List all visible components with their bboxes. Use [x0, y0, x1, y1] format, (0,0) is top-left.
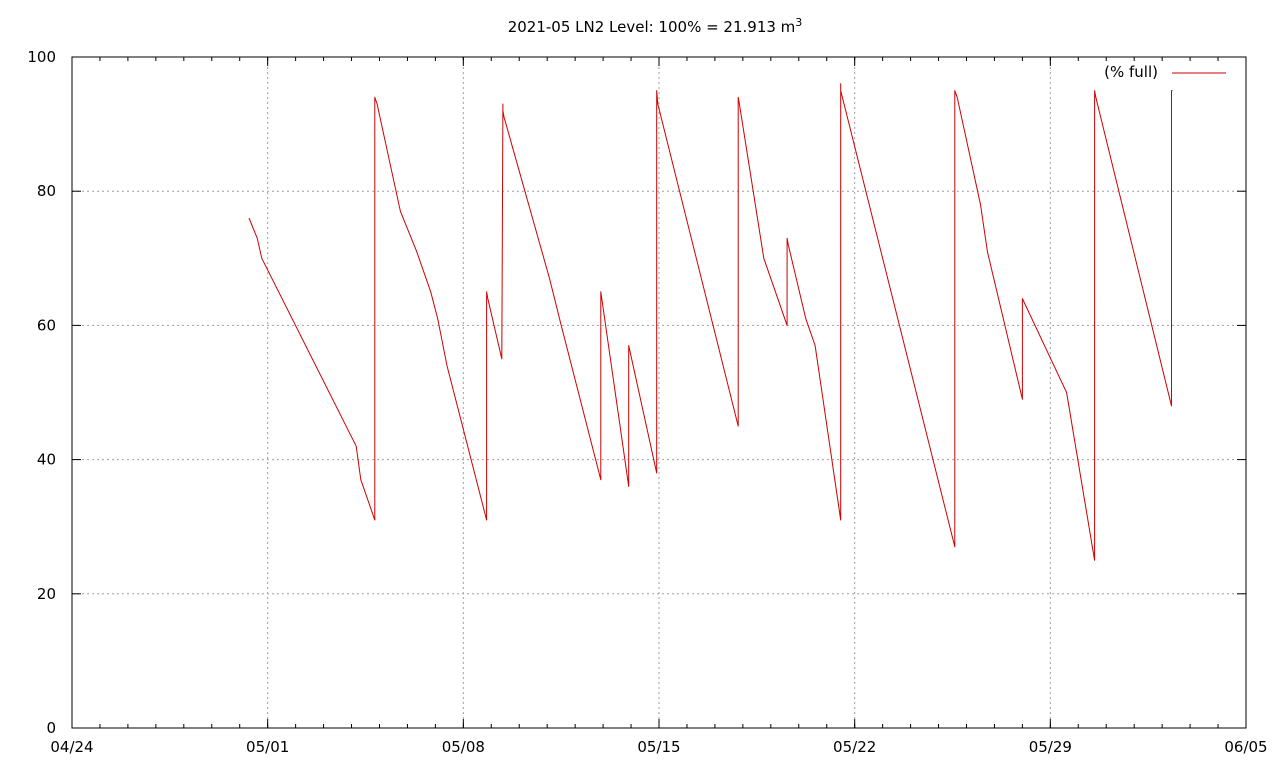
legend-label: (% full): [1104, 63, 1158, 81]
y-axis: 0 20 40 60 80 100: [27, 48, 1246, 737]
x-tick-label: 05/22: [833, 738, 876, 756]
y-tick-label: 0: [46, 719, 56, 737]
x-tick-label: 05/08: [442, 738, 485, 756]
chart-title-superscript: 3: [795, 16, 802, 29]
y-tick-label: 60: [37, 316, 56, 334]
x-axis: 04/24 05/01 05/08 05/15 05/22 05/29 06/05: [50, 57, 1268, 756]
grid-lines: [72, 57, 1246, 728]
chart-title: 2021-05 LN2 Level: 100% = 21.913 m3: [508, 16, 803, 36]
y-tick-label: 40: [37, 451, 56, 469]
x-tick-label: 05/29: [1029, 738, 1072, 756]
x-tick-label: 04/24: [50, 738, 93, 756]
y-tick-label: 80: [37, 182, 56, 200]
x-tick-label: 05/15: [637, 738, 680, 756]
series-line: [248, 83, 1173, 561]
x-tick-label: 06/05: [1224, 738, 1267, 756]
plot-frame: [71, 56, 1247, 729]
x-tick-label: 05/01: [246, 738, 289, 756]
legend: (% full): [1104, 63, 1226, 81]
y-tick-label: 100: [27, 48, 56, 66]
y-tick-label: 20: [37, 585, 56, 603]
